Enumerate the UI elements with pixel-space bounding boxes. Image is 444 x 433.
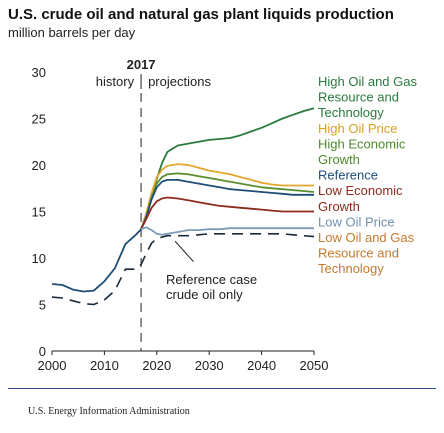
legend-label: Growth bbox=[318, 152, 360, 167]
annotation-pointer bbox=[174, 240, 194, 263]
legend-label: High Economic bbox=[318, 136, 406, 151]
y-tick-label: 5 bbox=[39, 298, 46, 313]
series-line bbox=[140, 163, 314, 230]
x-tick-label: 2010 bbox=[90, 358, 119, 373]
legend-label: Growth bbox=[318, 199, 360, 214]
divider-year-label: 2017 bbox=[127, 57, 156, 72]
legend-label: High Oil Price bbox=[318, 121, 397, 136]
legend-label: Technology bbox=[318, 261, 384, 276]
x-tick-label: 2030 bbox=[195, 358, 224, 373]
series-line bbox=[140, 178, 314, 230]
legend-label: Resource and bbox=[318, 90, 399, 105]
legend-label: Low Oil Price bbox=[318, 214, 395, 229]
history-projection-divider: 2017 history projections bbox=[96, 57, 211, 351]
chart-lines bbox=[51, 107, 315, 306]
annotation-label: crude oil only bbox=[166, 287, 243, 302]
footer-rule bbox=[8, 388, 436, 389]
history-label: history bbox=[96, 74, 135, 89]
legend-label: High Oil and Gas bbox=[318, 74, 417, 89]
x-tick-label: 2040 bbox=[247, 358, 276, 373]
history-line bbox=[51, 228, 142, 293]
chart-axes: 2000 2010 2020 2030 2040 2050 0 5 10 15 20 25 30 bbox=[32, 65, 329, 373]
y-tick-label: 0 bbox=[39, 344, 46, 359]
chart-subtitle: million barrels per day bbox=[8, 25, 136, 40]
legend-label: Resource and bbox=[318, 246, 399, 261]
y-tick-label: 20 bbox=[32, 158, 46, 173]
annotation-label: Reference case bbox=[166, 272, 257, 287]
source-note: U.S. Energy Information Administration bbox=[28, 406, 190, 417]
projections-label: projections bbox=[148, 74, 211, 89]
y-tick-label: 15 bbox=[32, 205, 46, 220]
chart-title: U.S. crude oil and natural gas plant liq… bbox=[8, 6, 394, 23]
y-tick-label: 10 bbox=[32, 251, 46, 266]
line-chart: 2000 2010 2020 2030 2040 2050 0 5 10 15 20 25 30 201… bbox=[32, 57, 418, 373]
legend-label: Technology bbox=[318, 105, 384, 120]
series-line bbox=[140, 172, 315, 230]
legend-label: Reference bbox=[318, 168, 378, 183]
y-tick-label: 30 bbox=[32, 65, 46, 80]
legend-label: Low Oil and Gas bbox=[318, 230, 415, 245]
x-tick-label: 2050 bbox=[300, 358, 329, 373]
series-line bbox=[140, 196, 314, 230]
series-line bbox=[140, 226, 314, 236]
x-tick-label: 2000 bbox=[38, 358, 67, 373]
legend-label: Low Economic bbox=[318, 183, 403, 198]
y-tick-label: 25 bbox=[32, 112, 46, 127]
x-tick-label: 2020 bbox=[142, 358, 171, 373]
